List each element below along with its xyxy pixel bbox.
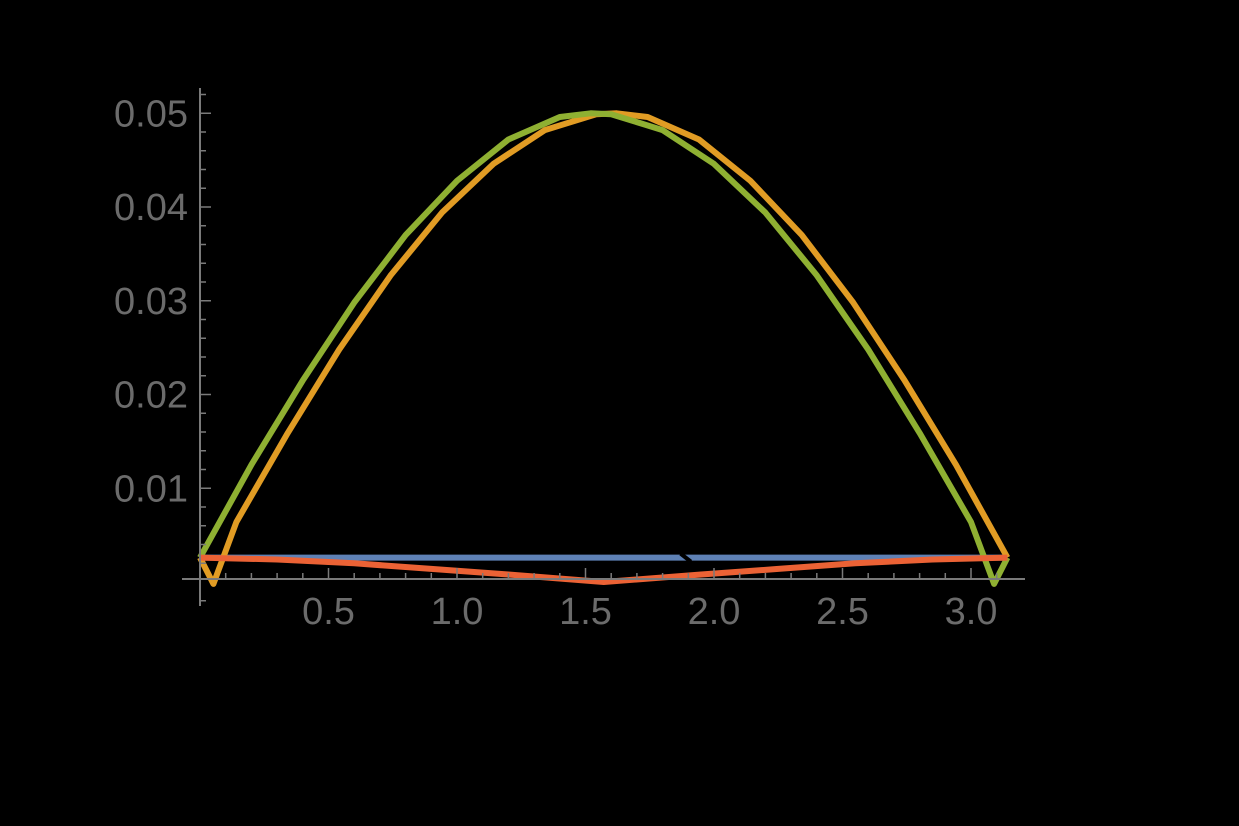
series-green-line	[197, 110, 1011, 587]
x-tick-label: 2.0	[688, 591, 741, 633]
axes	[182, 88, 1025, 606]
series-gap	[679, 552, 693, 564]
y-tick-label: 0.01	[114, 468, 188, 510]
y-tick-label: 0.04	[114, 187, 188, 229]
x-tick-label: 1.0	[431, 591, 484, 633]
x-tick-label: 0.5	[302, 591, 355, 633]
tick-labels: 0.5 1.0 1.5 2.0 2.5 3.0 0.01 0.02 0.03 0.04 0.05	[114, 93, 997, 633]
ticks	[200, 93, 998, 602]
y-tick-label: 0.05	[114, 93, 188, 135]
plot-series	[197, 110, 1011, 587]
y-tick-label: 0.03	[114, 281, 188, 323]
x-tick-label: 2.5	[816, 591, 869, 633]
x-tick-label: 3.0	[945, 591, 998, 633]
y-tick-label: 0.02	[114, 375, 188, 417]
series-red-line	[199, 554, 1008, 585]
x-tick-label: 1.5	[559, 591, 612, 633]
